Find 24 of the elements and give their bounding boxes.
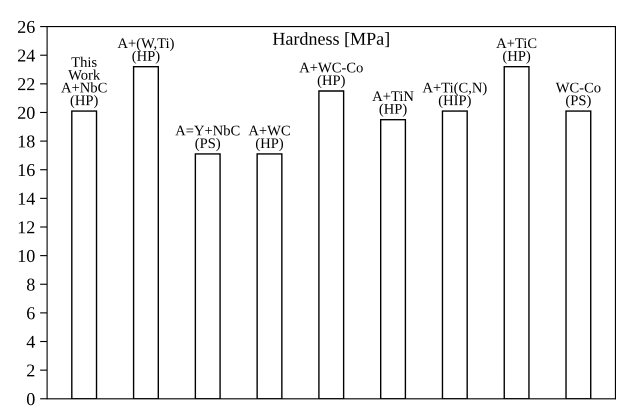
x-tick-label: WC-Co (PS) (556, 82, 600, 108)
y-tick-label: 26 (18, 20, 35, 34)
y-tick-label: 2 (27, 364, 34, 376)
x-tick-label: A+WC-Co (HP) (299, 62, 363, 88)
y-tick-label: 16 (18, 164, 35, 176)
chart-title: Hardness [MPa] (272, 32, 389, 48)
y-tick-label: 22 (18, 78, 34, 90)
y-tick-label: 12 (18, 221, 34, 234)
y-tick-label: 0 (26, 393, 35, 406)
y-tick-label: 6 (27, 307, 35, 320)
x-tick-label: A+(W,Ti) (HP) (118, 38, 174, 64)
y-tick-label: 20 (18, 106, 35, 119)
y-tick-label: 18 (18, 135, 35, 148)
x-tick-label: This Work A+NbC (HP) (61, 56, 107, 108)
y-tick-label: 14 (18, 192, 36, 205)
y-tick-label: 10 (18, 250, 35, 262)
y-tick-label: 4 (26, 336, 36, 348)
x-tick-label: A+Ti(C,N) (HIP) (422, 82, 487, 108)
x-tick-label: A+TiN (HP) (372, 91, 414, 117)
x-tick-label: A+WC (HP) (248, 126, 290, 152)
y-tick-label: 8 (26, 278, 35, 291)
x-tick-label: A+TiC (HP) (496, 38, 536, 64)
y-tick-label: 24 (18, 50, 36, 62)
x-tick-label: A=Y+NbC (PS) (175, 125, 240, 152)
